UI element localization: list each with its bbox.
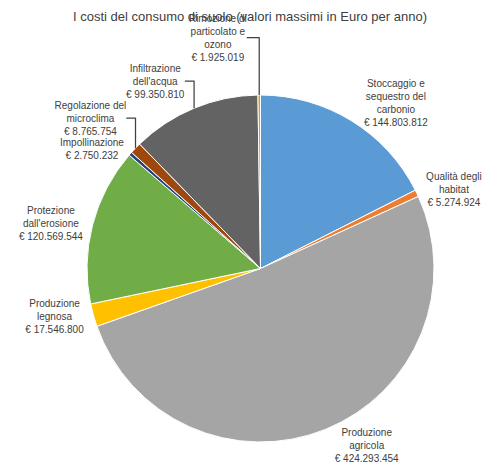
svg-text:Infiltrazionedell'acqua€ 99.35: Infiltrazionedell'acqua€ 99.350.810	[126, 63, 185, 100]
svg-text:Stoccaggio esequestro delcarbo: Stoccaggio esequestro delcarbonio€ 144.8…	[364, 78, 428, 128]
svg-text:I costi del consumo di suolo (: I costi del consumo di suolo (valori mas…	[73, 9, 427, 24]
svg-text:Produzioneagricola€ 424.293.45: Produzioneagricola€ 424.293.454	[335, 427, 399, 464]
svg-text:Protezionedall'erosione€ 120.5: Protezionedall'erosione€ 120.569.544	[19, 205, 83, 242]
svg-text:Qualità deglihabitat€ 5.274.92: Qualità deglihabitat€ 5.274.924	[426, 171, 482, 208]
svg-text:Rimozione diparticolato eozono: Rimozione diparticolato eozono€ 1.925.01…	[189, 13, 247, 63]
svg-text:Impollinazione€ 2.750.232: Impollinazione€ 2.750.232	[60, 137, 124, 161]
svg-text:Produzionelegnosa€ 17.546.800: Produzionelegnosa€ 17.546.800	[25, 298, 84, 335]
svg-text:Regolazione delmicroclima€ 8.7: Regolazione delmicroclima€ 8.765.754	[55, 100, 127, 137]
